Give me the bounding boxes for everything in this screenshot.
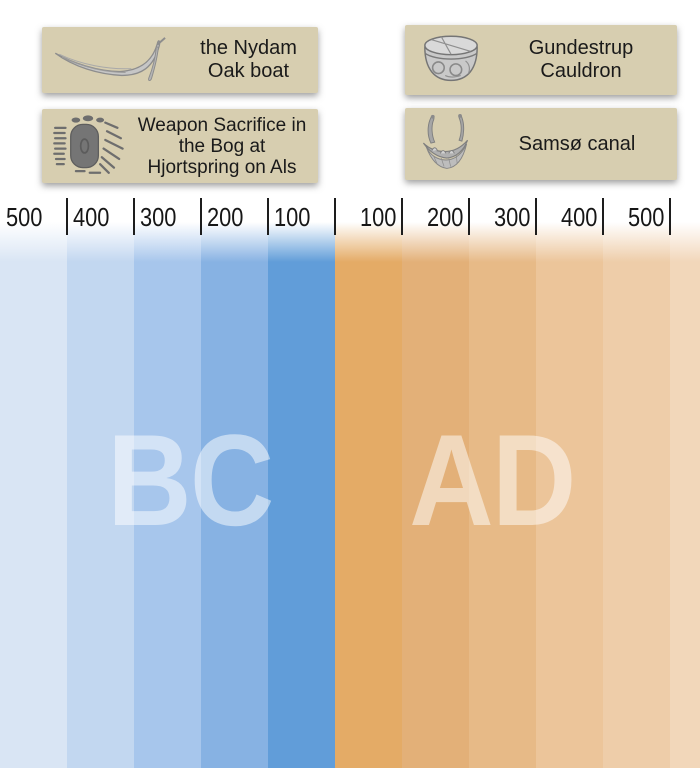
axis-tick (535, 198, 537, 235)
boat-sketch-icon (42, 34, 187, 86)
viking-ship-sketch-icon (405, 113, 485, 175)
band-ad-200 (402, 196, 469, 768)
axis-tick (200, 198, 202, 235)
artifact-label-line: Samsø canal (518, 132, 636, 155)
axis-tick (66, 198, 68, 235)
axis-tick (401, 198, 403, 235)
artifact-label-line: Hjortspring on Als (147, 156, 297, 178)
axis-label-bc-200: 200 (207, 202, 244, 232)
artifact-label-line: Oak boat (207, 60, 290, 82)
axis-label-bc-300: 300 (140, 202, 177, 232)
band-ad-400 (536, 196, 603, 768)
cauldron-sketch-icon (405, 31, 493, 89)
axis-tick (267, 198, 269, 235)
axis-label-ad-500: 500 (627, 202, 664, 232)
artifact-box-gundestrup-cauldron: Gundestrup Cauldron (405, 25, 677, 95)
artifact-label-line: Cauldron (540, 60, 622, 82)
timeline-bands (0, 196, 700, 768)
axis-tick (334, 198, 336, 235)
axis-tick (133, 198, 135, 235)
artifact-label-nydam: the Nydam Oak boat (187, 37, 318, 83)
band-bc-100 (268, 196, 335, 768)
axis-label-bc-500: 500 (6, 202, 43, 232)
axis-tick (468, 198, 470, 235)
artifact-label-hjortspring: Weapon Sacrifice in the Bog at Hjortspri… (134, 115, 318, 178)
era-label-ad: AD (409, 407, 576, 553)
artifact-label-line: Gundestrup (528, 37, 634, 59)
artifact-label-gundestrup: Gundestrup Cauldron (493, 37, 677, 83)
timeline-axis: 500 400 300 200 100 100 200 300 400 500 (0, 198, 700, 238)
axis-label-ad-400: 400 (560, 202, 597, 232)
axis-label-ad-300: 300 (493, 202, 530, 232)
artifact-box-nydam-oak-boat: the Nydam Oak boat (42, 27, 318, 93)
axis-label-ad-200: 200 (426, 202, 463, 232)
band-bc-300 (134, 196, 201, 768)
artifact-label-samso: Samsø canal (485, 133, 677, 156)
band-ad-100 (335, 196, 402, 768)
bog-weapons-sketch-icon (42, 114, 134, 178)
artifact-label-line: the Nydam (200, 37, 297, 59)
band-bc-200 (201, 196, 268, 768)
axis-label-bc-400: 400 (73, 202, 110, 232)
band-ad-600-partial (670, 196, 700, 768)
era-label-bc: BC (107, 407, 274, 553)
band-ad-300 (469, 196, 536, 768)
band-ad-500 (603, 196, 670, 768)
axis-tick (602, 198, 604, 235)
band-bc-500 (0, 196, 67, 768)
band-bc-400 (67, 196, 134, 768)
axis-label-bc-100: 100 (274, 202, 311, 232)
axis-label-ad-100: 100 (359, 202, 396, 232)
artifact-label-line: the Bog at (178, 135, 266, 157)
artifact-label-line: Weapon Sacrifice in (137, 114, 307, 136)
artifact-box-hjortspring-weapon-sacrifice: Weapon Sacrifice in the Bog at Hjortspri… (42, 109, 318, 183)
artifact-box-samso-canal: Samsø canal (405, 108, 677, 180)
axis-tick (669, 198, 671, 235)
